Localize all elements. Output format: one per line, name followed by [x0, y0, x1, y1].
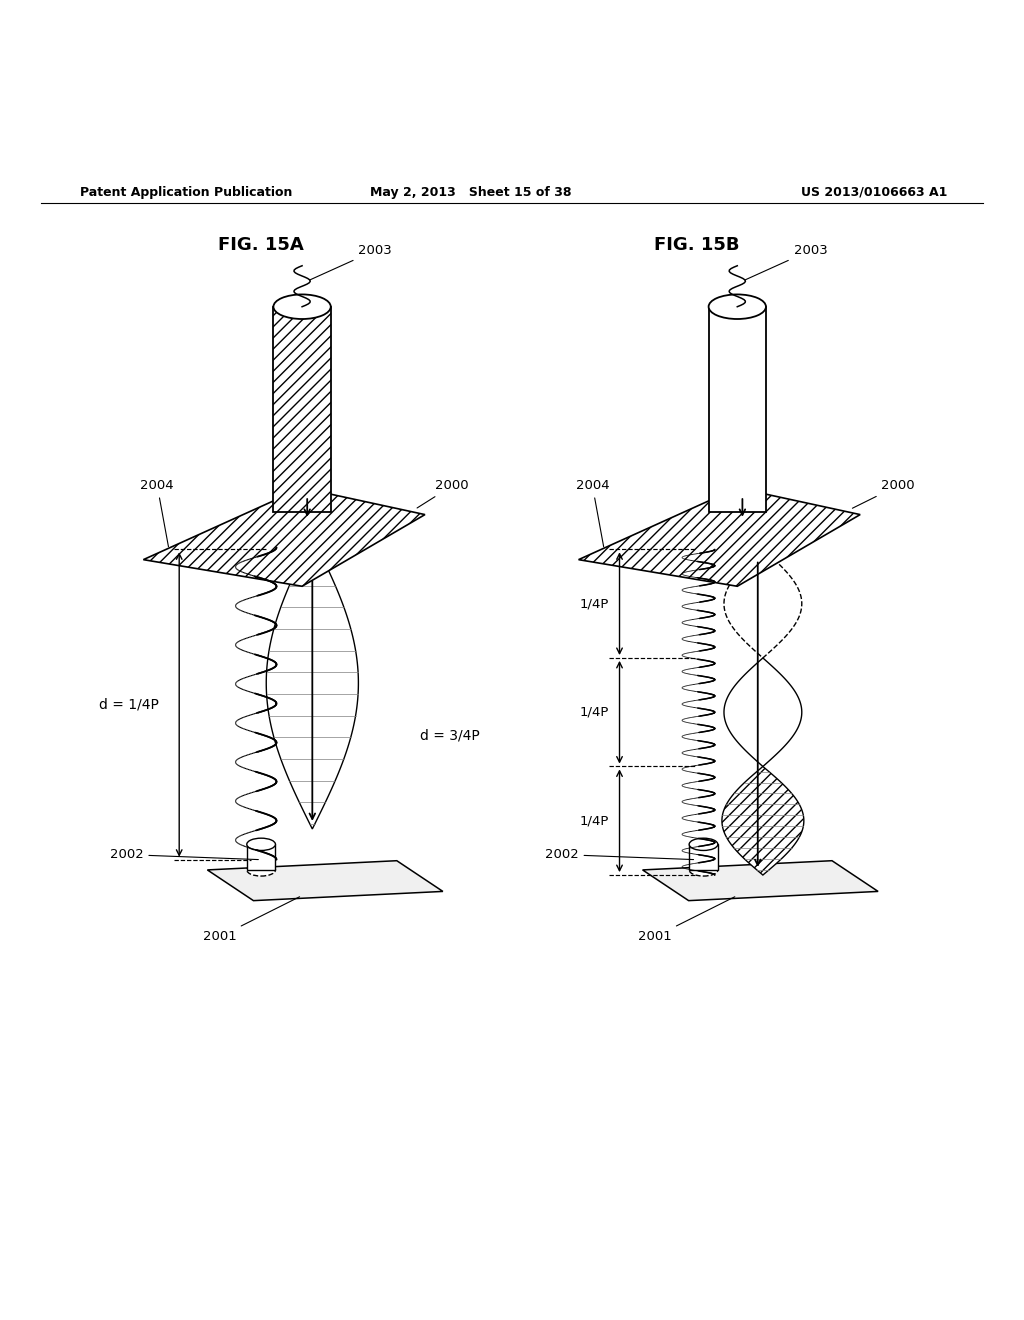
- Text: d = 1/4P: d = 1/4P: [99, 697, 159, 711]
- Polygon shape: [703, 516, 781, 537]
- Ellipse shape: [247, 863, 275, 876]
- Polygon shape: [247, 845, 275, 870]
- Ellipse shape: [247, 838, 275, 850]
- Polygon shape: [709, 306, 766, 512]
- Text: 1/4P: 1/4P: [580, 814, 609, 828]
- Polygon shape: [266, 537, 358, 829]
- Text: 2004: 2004: [140, 479, 174, 546]
- Ellipse shape: [709, 294, 766, 319]
- Polygon shape: [689, 845, 718, 870]
- Polygon shape: [207, 861, 442, 900]
- Ellipse shape: [709, 499, 766, 524]
- Text: 1/4P: 1/4P: [580, 706, 609, 718]
- Text: 2001: 2001: [204, 896, 300, 942]
- Text: US 2013/0106663 A1: US 2013/0106663 A1: [801, 186, 947, 198]
- Text: 2003: 2003: [744, 244, 827, 280]
- Text: 2000: 2000: [417, 479, 469, 508]
- Polygon shape: [724, 549, 802, 657]
- Ellipse shape: [273, 294, 331, 319]
- Text: 2004: 2004: [575, 479, 609, 546]
- Text: FIG. 15A: FIG. 15A: [218, 236, 304, 255]
- Polygon shape: [579, 488, 860, 586]
- Text: 2001: 2001: [639, 896, 735, 942]
- Ellipse shape: [689, 838, 718, 850]
- Text: 2003: 2003: [309, 244, 392, 280]
- Text: May 2, 2013   Sheet 15 of 38: May 2, 2013 Sheet 15 of 38: [371, 186, 571, 198]
- Polygon shape: [643, 861, 879, 900]
- Text: FIG. 15B: FIG. 15B: [653, 236, 739, 255]
- Text: 2002: 2002: [110, 847, 258, 861]
- Polygon shape: [268, 516, 346, 537]
- Ellipse shape: [273, 499, 331, 524]
- Text: d = 3/4P: d = 3/4P: [420, 729, 479, 742]
- Text: 1/4P: 1/4P: [580, 597, 609, 610]
- Ellipse shape: [689, 863, 718, 876]
- Polygon shape: [143, 488, 425, 586]
- Text: 2000: 2000: [852, 479, 914, 508]
- Polygon shape: [724, 657, 802, 767]
- Text: 2002: 2002: [545, 847, 693, 861]
- Polygon shape: [722, 767, 804, 875]
- Text: Patent Application Publication: Patent Application Publication: [80, 186, 292, 198]
- Polygon shape: [273, 306, 331, 512]
